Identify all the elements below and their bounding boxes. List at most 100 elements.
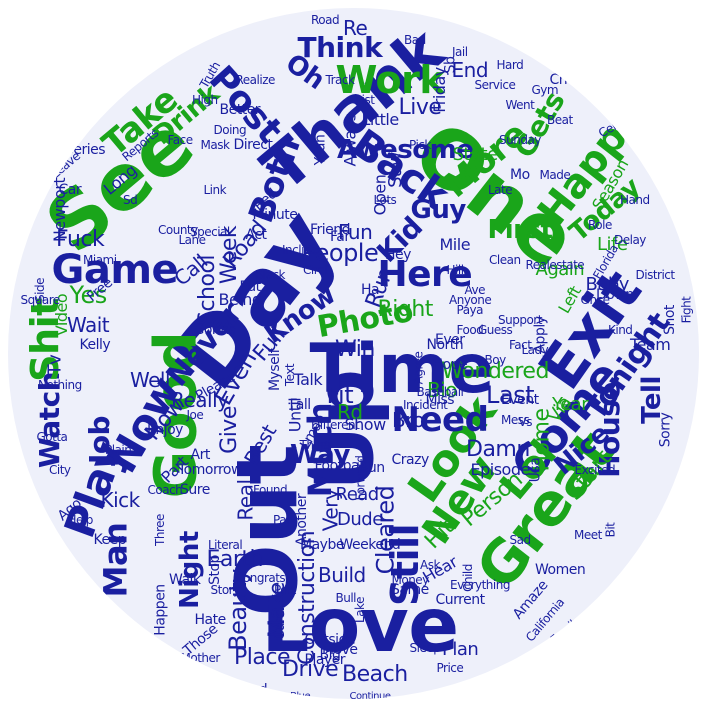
cloud-word-186: Guess xyxy=(478,323,513,337)
cloud-word-98: Really xyxy=(171,388,229,412)
cloud-word-207: Mother xyxy=(180,651,221,665)
cloud-word-255: Ave xyxy=(464,283,486,297)
cloud-word-267: Mo xyxy=(510,167,530,183)
cloud-word-176: Yeah xyxy=(311,134,328,166)
cloud-word-120: Team xyxy=(630,335,671,354)
cloud-word-84: Bro xyxy=(392,408,425,432)
cloud-word-223: Forward xyxy=(352,455,367,501)
cloud-word-108: Newport xyxy=(50,177,70,243)
cloud-word-89: Life xyxy=(597,234,628,255)
cloud-word-114: State xyxy=(452,144,499,165)
cloud-word-34: Night xyxy=(174,531,205,609)
cloud-word-183: Link xyxy=(203,183,227,197)
cloud-word-205: Congrats xyxy=(235,571,286,585)
cloud-word-266: Inclide xyxy=(282,243,318,257)
cloud-word-66: Drive xyxy=(282,657,339,682)
cloud-word-68: Place xyxy=(234,645,291,670)
cloud-word-72: Last xyxy=(486,381,535,409)
cloud-word-111: Little xyxy=(361,110,400,129)
cloud-word-220: Park xyxy=(273,513,297,527)
cloud-word-222: Thing xyxy=(299,438,332,452)
cloud-word-276: Gym xyxy=(531,83,559,97)
cloud-word-118: Baby xyxy=(585,274,630,295)
cloud-word-154: Sb xyxy=(441,56,458,74)
cloud-word-94: Very xyxy=(317,488,342,532)
cloud-word-137: Hate xyxy=(194,612,227,628)
cloud-word-245: Beat xyxy=(547,113,573,127)
cloud-word-221: Maybe xyxy=(300,537,344,553)
cloud-word-80: Right xyxy=(377,297,434,322)
cloud-word-230: Delay xyxy=(614,233,646,247)
cloud-word-22: Here xyxy=(377,254,473,295)
cloud-word-268: Act xyxy=(245,227,268,243)
cloud-word-231: Role xyxy=(588,218,612,232)
cloud-word-99: Well xyxy=(130,368,171,392)
cloud-word-122: Episode xyxy=(470,460,531,479)
cloud-word-203: Bull xyxy=(335,591,357,605)
cloud-word-141: Sure xyxy=(180,482,210,498)
cloud-word-155: Check xyxy=(549,72,591,88)
cloud-word-128: Sun xyxy=(359,460,386,476)
cloud-word-259: Meet xyxy=(574,528,602,542)
cloud-word-167: Myself xyxy=(267,348,284,392)
cloud-word-146: Put xyxy=(239,279,262,295)
cloud-word-97: Give xyxy=(216,406,242,454)
cloud-word-63: Earth xyxy=(206,547,264,572)
cloud-word-56: Awesome xyxy=(337,135,474,165)
cloud-word-228: Realestate xyxy=(525,258,585,272)
cloud-word-54: Re xyxy=(343,16,368,40)
cloud-word-226: Paya xyxy=(456,303,484,317)
cloud-word-191: Sorry xyxy=(656,412,673,448)
cloud-word-239: County xyxy=(158,223,198,237)
cloud-word-179: Nothing xyxy=(38,378,82,392)
cloud-word-139: Walk xyxy=(169,572,201,588)
cloud-word-26: Need xyxy=(391,400,489,440)
cloud-word-252: Different xyxy=(311,418,360,432)
cloud-word-6: Time xyxy=(309,330,495,409)
cloud-word-265: Circl xyxy=(303,263,327,277)
cloud-word-90: Talk xyxy=(293,370,323,389)
cloud-word-166: Text xyxy=(283,363,298,387)
cloud-word-133: Weekend xyxy=(339,537,401,553)
cloud-word-129: Crazy xyxy=(391,452,430,468)
cloud-word-162: Far xyxy=(330,229,350,245)
cloud-word-272: Mask xyxy=(200,138,230,152)
cloud-word-216: Sleep xyxy=(409,641,441,655)
cloud-word-247: Once xyxy=(580,293,611,307)
cloud-word-60: Way xyxy=(290,440,350,470)
cloud-word-136: Care xyxy=(272,609,289,641)
cloud-word-194: District xyxy=(635,268,676,282)
cloud-word-244: Went xyxy=(505,98,535,112)
cloud-word-55: Live xyxy=(398,95,442,120)
cloud-word-238: Special xyxy=(190,225,230,239)
cloud-word-119: Down xyxy=(596,287,634,303)
cloud-word-279: Clean xyxy=(489,253,521,267)
cloud-word-81: Fit xyxy=(326,381,354,409)
cloud-word-240: Lane xyxy=(178,233,207,247)
cloud-word-201: Everything xyxy=(450,578,510,592)
cloud-word-93: Build xyxy=(318,563,366,587)
cloud-word-172: Gonna xyxy=(193,322,238,338)
cloud-word-126: Food xyxy=(456,323,484,337)
cloud-word-157: Move xyxy=(322,642,358,658)
cloud-word-254: Hill xyxy=(446,263,465,277)
cloud-word-130: Found xyxy=(253,483,288,497)
cloud-word-249: Three xyxy=(152,514,167,546)
cloud-word-206: Story xyxy=(210,583,241,597)
cloud-word-100: Kick xyxy=(100,488,141,512)
cloud-word-41: Yes xyxy=(69,281,108,309)
cloud-word-262: Agree xyxy=(410,351,425,385)
cloud-word-218: Child xyxy=(460,564,475,592)
cloud-word-188: Lady xyxy=(521,343,549,357)
cloud-word-83: Rd xyxy=(337,400,363,424)
cloud-word-15: Game xyxy=(51,247,179,293)
cloud-word-233: Gotta xyxy=(36,430,68,444)
cloud-word-189: Boy xyxy=(484,353,507,367)
cloud-word-135: Head xyxy=(232,682,268,698)
cloud-word-190: Excited xyxy=(574,463,616,477)
cloud-word-257: Mess xyxy=(501,413,530,427)
cloud-word-246: Made xyxy=(539,168,571,182)
cloud-word-278: Late xyxy=(488,183,513,197)
cloud-word-121: Usa xyxy=(526,457,543,483)
